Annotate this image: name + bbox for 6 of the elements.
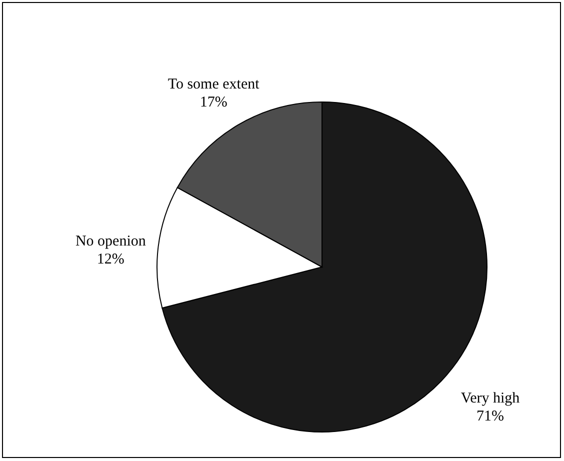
data-label: 17% [200,94,228,111]
data-label: 12% [96,251,124,268]
slice-label: Very high [460,390,520,407]
data-label: 71% [476,408,504,425]
slice-label: To some extent [168,76,260,93]
slice-label: No openion [75,233,146,250]
